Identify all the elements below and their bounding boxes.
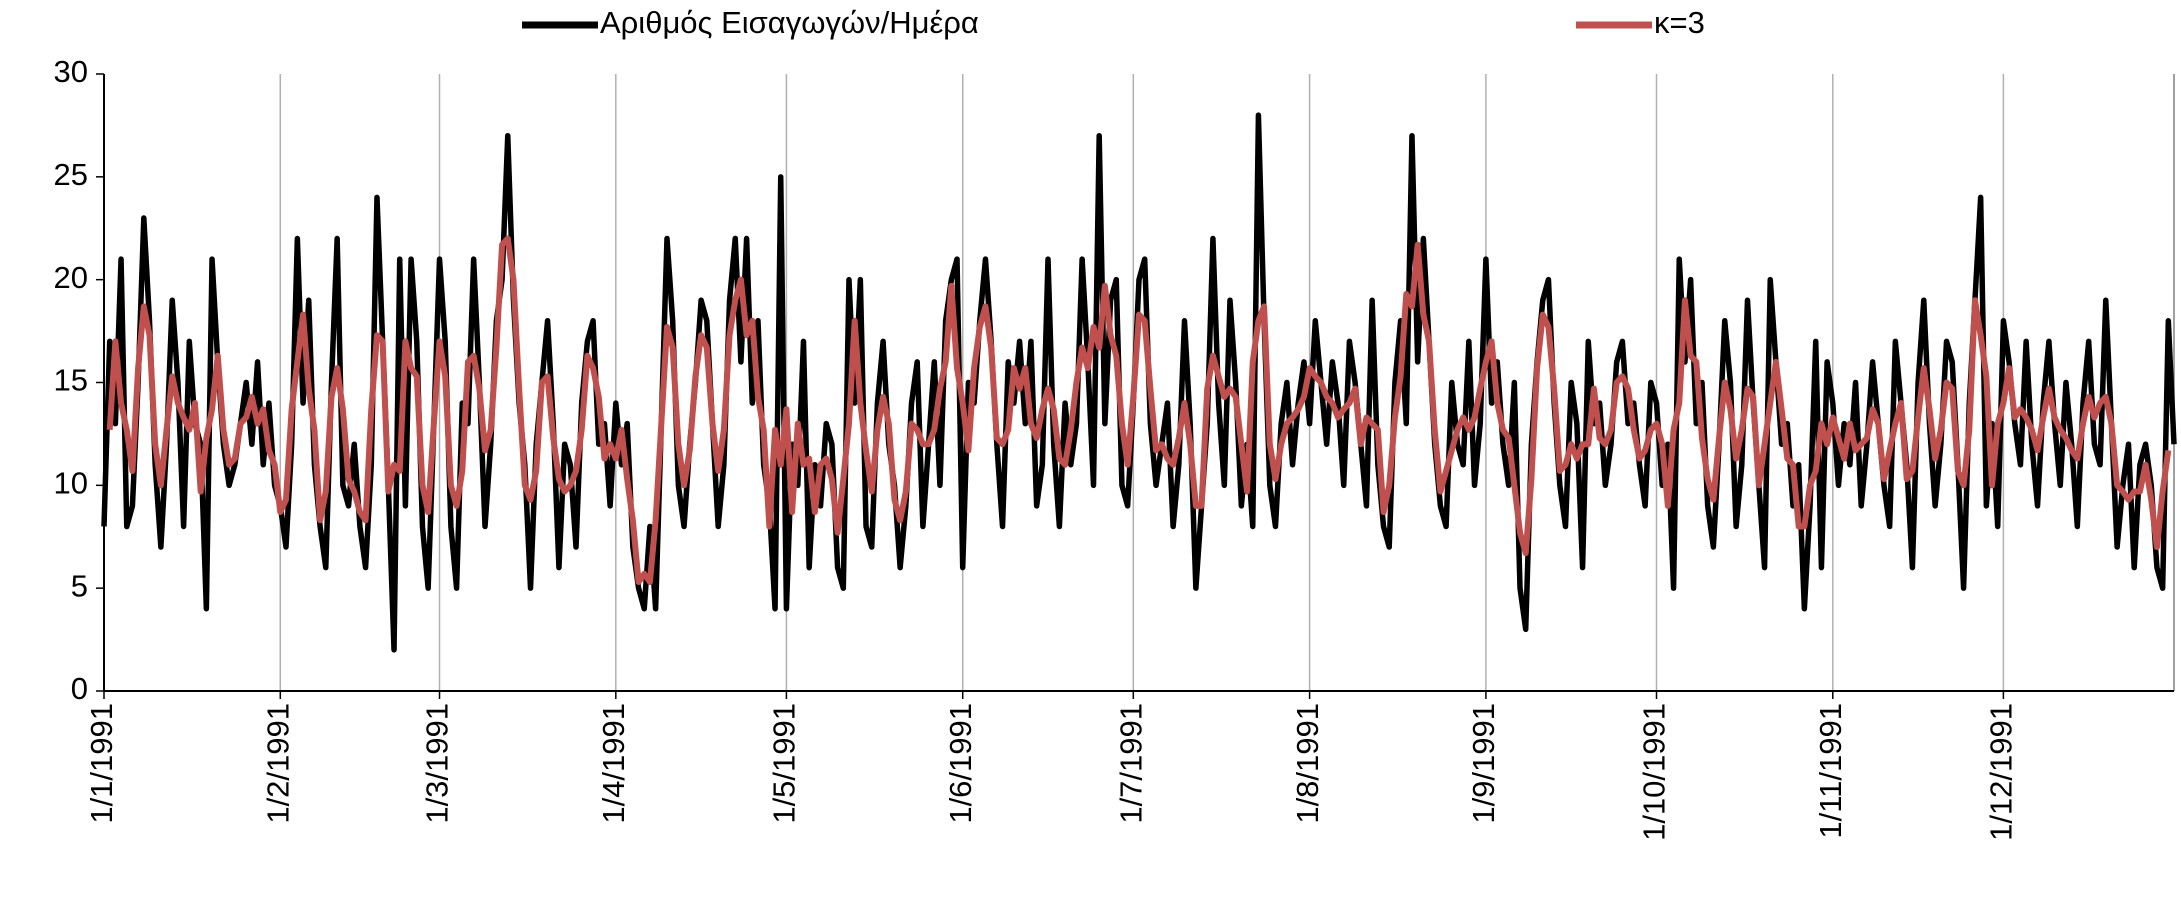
x-tick-label: 1/8/1991	[1290, 703, 1325, 824]
x-tick-label: 1/11/1991	[1813, 703, 1848, 839]
x-tick-label: 1/6/1991	[943, 703, 978, 824]
x-tick-label: 1/9/1991	[1466, 703, 1501, 824]
x-tick-label: 1/5/1991	[767, 703, 802, 824]
y-tick-label: 30	[54, 54, 88, 89]
x-tick-label: 1/1/1991	[84, 703, 119, 824]
x-tick-label: 1/2/1991	[260, 703, 295, 824]
x-tick-label: 1/10/1991	[1637, 703, 1672, 841]
y-tick-label: 5	[71, 568, 88, 603]
legend-item: κ=3	[1576, 5, 1705, 40]
y-tick-label: 0	[71, 671, 88, 706]
y-tick-label: 10	[54, 466, 88, 501]
x-tick-label: 1/7/1991	[1114, 703, 1149, 824]
legend-label: Αριθμός Εισαγωγών/Ημέρα	[600, 5, 979, 40]
y-tick-label: 15	[54, 363, 88, 398]
y-tick-label: 20	[54, 260, 88, 295]
legend-label: κ=3	[1654, 5, 1705, 40]
x-tick-label: 1/12/1991	[1984, 703, 2019, 841]
y-tick-label: 25	[54, 157, 88, 192]
x-tick-label: 1/4/1991	[596, 703, 631, 824]
data-line	[106, 235, 2172, 585]
legend-item: Αριθμός Εισαγωγών/Ημέρα	[522, 5, 979, 40]
x-tick-label: 1/3/1991	[420, 703, 455, 824]
